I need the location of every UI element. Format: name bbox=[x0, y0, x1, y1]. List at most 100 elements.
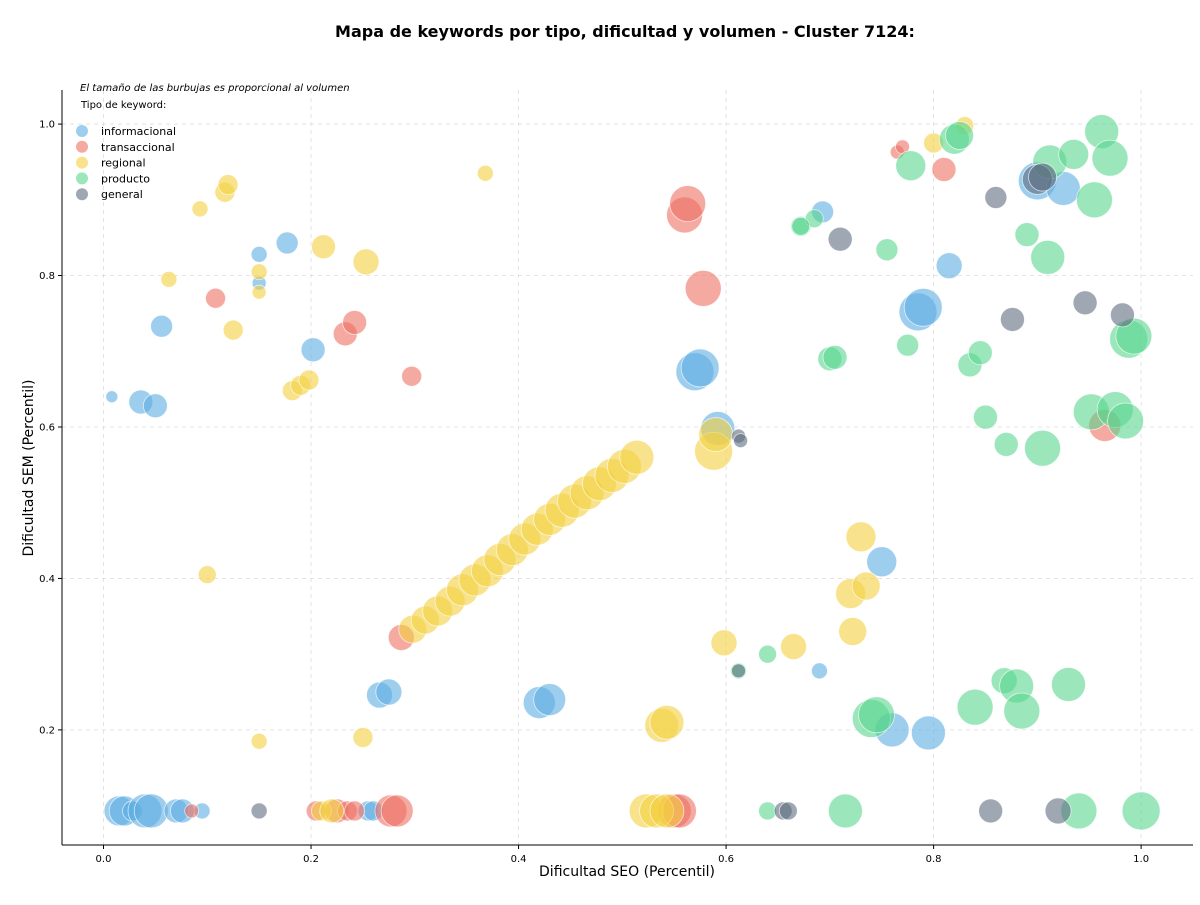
bubble-transaccional bbox=[669, 185, 707, 222]
bubble-producto bbox=[875, 238, 899, 262]
bubble-producto bbox=[1058, 138, 1090, 170]
bubble-regional bbox=[649, 793, 685, 829]
bubble-informacional bbox=[935, 252, 963, 280]
bubble-producto bbox=[1014, 222, 1040, 248]
bubble-informacional bbox=[533, 683, 567, 717]
bubble-producto bbox=[858, 696, 895, 734]
bubble-regional bbox=[710, 629, 738, 657]
bubble-general bbox=[984, 186, 1008, 209]
ticks: 0.0 0.2 0.4 0.6 0.8 1.0 0.2 0.4 0.6 0.8 1.0 bbox=[39, 120, 1149, 865]
x-axis-label: Dificultad SEO (Percentil) bbox=[539, 864, 715, 880]
bubble-regional bbox=[619, 439, 655, 475]
bubble-regional bbox=[160, 270, 178, 288]
bubble-regional bbox=[217, 174, 239, 196]
bubble-producto bbox=[1121, 791, 1161, 831]
bubble-regional bbox=[352, 727, 374, 748]
legend-marker-general bbox=[76, 188, 88, 201]
x-tick-label: 0.6 bbox=[718, 854, 734, 865]
bubble-producto bbox=[1030, 239, 1066, 275]
bubble-producto bbox=[967, 340, 993, 366]
bubble-producto bbox=[1107, 402, 1144, 440]
legend-label-regional: regional bbox=[101, 157, 146, 170]
bubble-general bbox=[1028, 162, 1057, 192]
legend-label-informacional: informacional bbox=[101, 125, 176, 138]
bubble-producto bbox=[827, 793, 863, 829]
bubble-regional bbox=[698, 417, 734, 452]
bubble-informacional bbox=[680, 348, 720, 388]
bubble-producto bbox=[1003, 692, 1041, 730]
y-axis-label: Dificultad SEM (Percentil) bbox=[21, 380, 37, 557]
bubble-transaccional bbox=[342, 310, 368, 335]
legend: Tipo de keyword: informacional transaccio… bbox=[76, 100, 176, 201]
bubble-producto bbox=[1091, 139, 1129, 177]
legend-label-transaccional: transaccional bbox=[101, 141, 175, 154]
y-tick-label: 1.0 bbox=[39, 120, 55, 131]
bubble-regional bbox=[250, 732, 268, 750]
bubble-regional bbox=[352, 248, 380, 276]
bubble-general bbox=[778, 801, 798, 821]
y-tick-label: 0.6 bbox=[39, 422, 55, 433]
bubble-producto bbox=[956, 688, 994, 726]
size-note: El tamaño de las burbujas es proporciona… bbox=[80, 83, 350, 94]
bubble-general bbox=[1000, 307, 1025, 332]
legend-label-general: general bbox=[101, 188, 143, 201]
bubble-informacional bbox=[866, 546, 898, 578]
chart-title: Mapa de keywords por tipo, dificultad y … bbox=[335, 22, 915, 41]
grid bbox=[62, 90, 1193, 845]
bubble-regional bbox=[222, 319, 244, 341]
bubble-general bbox=[1072, 290, 1098, 316]
y-tick-label: 0.2 bbox=[39, 725, 55, 736]
bubble-transaccional bbox=[380, 794, 414, 828]
bubble-regional bbox=[780, 633, 807, 660]
bubble-transaccional bbox=[931, 157, 957, 182]
bubble-producto bbox=[791, 216, 811, 236]
bubble-general bbox=[1044, 797, 1072, 825]
legend-marker-regional bbox=[76, 156, 88, 169]
bubble-general bbox=[731, 663, 746, 679]
bubble-general bbox=[978, 798, 1004, 824]
bubble-informacional bbox=[150, 314, 174, 338]
bubble-informacional bbox=[375, 678, 403, 706]
bubble-informacional bbox=[911, 715, 946, 751]
bubble-regional bbox=[197, 565, 217, 585]
bubble-regional bbox=[649, 704, 685, 740]
bubble-informacional bbox=[811, 662, 828, 680]
bubble-informacional bbox=[275, 231, 299, 255]
legend-marker-producto bbox=[76, 172, 88, 185]
bubble-informacional bbox=[105, 390, 119, 404]
bubble-producto bbox=[1051, 667, 1086, 702]
legend-marker-informacional bbox=[76, 125, 88, 137]
bubble-informacional bbox=[903, 287, 943, 327]
bubble-general bbox=[1110, 302, 1135, 328]
bubble-producto bbox=[822, 344, 848, 370]
x-tick-label: 0.0 bbox=[96, 854, 112, 865]
bubbles bbox=[103, 114, 1161, 831]
bubble-informacional bbox=[300, 337, 326, 363]
bubble-informacional bbox=[250, 245, 268, 263]
legend-label-producto: producto bbox=[101, 172, 150, 185]
bubble-regional bbox=[319, 798, 345, 824]
bubble-regional bbox=[476, 164, 494, 182]
bubble-transaccional bbox=[184, 803, 200, 819]
legend-marker-transaccional bbox=[76, 140, 88, 153]
bubble-transaccional bbox=[684, 270, 722, 307]
bubble-regional bbox=[845, 521, 877, 553]
bubble-producto bbox=[1024, 429, 1061, 467]
x-tick-label: 0.8 bbox=[926, 854, 942, 865]
bubble-general bbox=[827, 226, 853, 252]
y-tick-label: 0.8 bbox=[39, 271, 55, 282]
bubble-general bbox=[733, 433, 748, 449]
bubble-transaccional bbox=[205, 287, 226, 309]
bubble-general bbox=[250, 802, 268, 820]
bubble-producto bbox=[758, 644, 777, 664]
y-tick-label: 0.4 bbox=[39, 574, 55, 585]
x-tick-label: 1.0 bbox=[1133, 854, 1149, 865]
bubble-regional bbox=[298, 369, 320, 391]
bubble-producto bbox=[896, 333, 920, 357]
bubble-transaccional bbox=[401, 365, 423, 387]
x-tick-label: 0.4 bbox=[511, 854, 527, 865]
legend-title: Tipo de keyword: bbox=[80, 100, 166, 111]
bubble-producto bbox=[945, 121, 974, 150]
